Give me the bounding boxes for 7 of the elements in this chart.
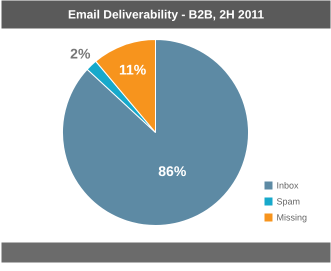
chart-title: Email Deliverability - B2B, 2H 2011 — [68, 8, 264, 22]
legend-label: Spam — [276, 196, 300, 206]
legend-label: Inbox — [276, 180, 300, 190]
data-label: 2% — [70, 46, 91, 62]
legend-label: Missing — [276, 212, 308, 222]
data-label: 86% — [158, 162, 187, 179]
data-label: 11% — [118, 62, 147, 78]
